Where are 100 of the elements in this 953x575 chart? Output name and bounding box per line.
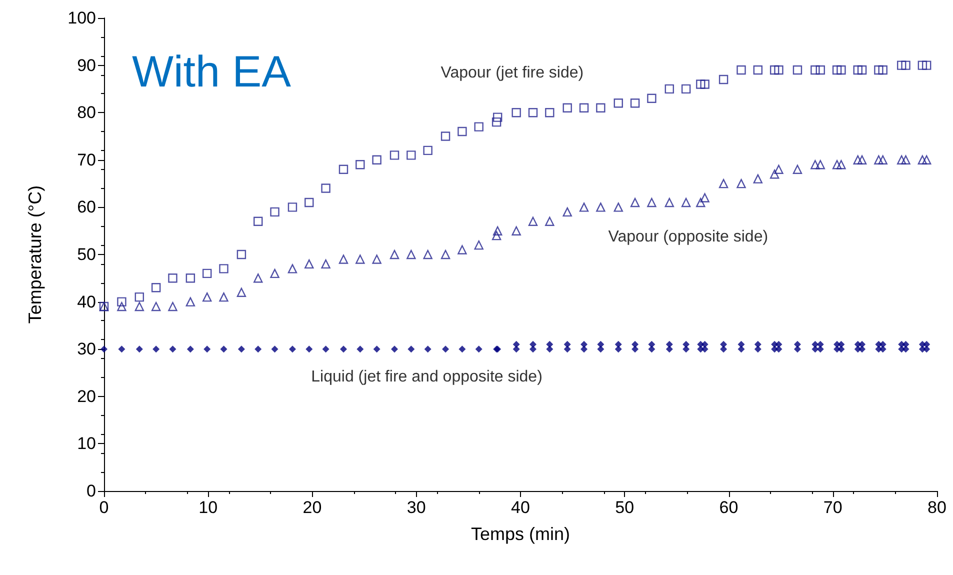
point xyxy=(792,164,802,174)
point xyxy=(186,274,196,283)
point xyxy=(792,65,802,75)
point xyxy=(168,274,178,283)
point xyxy=(901,60,910,70)
y-tick-label: 60 xyxy=(77,198,96,217)
point xyxy=(922,155,932,164)
x-tick-label: 60 xyxy=(719,498,738,517)
point xyxy=(836,65,846,75)
y-tick-label: 40 xyxy=(77,292,96,312)
point xyxy=(492,117,502,127)
x-axis-title: Temps (min) xyxy=(470,524,570,544)
y-axis-title: Temperature (°C) xyxy=(25,185,45,324)
point xyxy=(512,226,521,236)
point xyxy=(288,264,298,274)
point xyxy=(810,65,820,75)
series-label: Vapour (opposite side) xyxy=(608,228,768,246)
x-tick-label: 80 xyxy=(928,498,946,517)
point xyxy=(579,103,589,112)
point xyxy=(474,122,484,132)
point xyxy=(718,178,728,188)
point xyxy=(492,112,502,122)
point xyxy=(406,250,416,260)
point xyxy=(647,94,656,104)
point xyxy=(168,302,178,312)
x-tick-label: 20 xyxy=(302,498,322,517)
point xyxy=(630,198,640,208)
point xyxy=(406,150,416,160)
point xyxy=(614,98,623,108)
series-label: Liquid (jet fire and opposite side) xyxy=(311,368,542,386)
x-tick-label: 10 xyxy=(198,498,218,517)
point xyxy=(753,174,763,184)
point xyxy=(528,216,538,226)
point xyxy=(770,169,780,179)
point xyxy=(390,250,400,260)
y-tick-label: 30 xyxy=(77,340,96,359)
point xyxy=(270,268,280,278)
y-tick-label: 0 xyxy=(86,482,96,500)
point xyxy=(117,302,126,312)
point xyxy=(700,80,710,89)
point xyxy=(853,65,862,75)
point xyxy=(857,155,867,164)
y-tick-label: 50 xyxy=(77,245,96,264)
y-tick-label: 20 xyxy=(77,386,96,406)
point xyxy=(896,155,906,164)
point xyxy=(440,132,450,141)
point xyxy=(492,226,502,236)
point xyxy=(810,160,820,170)
point xyxy=(853,155,862,164)
point xyxy=(736,65,746,75)
point xyxy=(492,230,502,240)
x-tick-label: 30 xyxy=(406,498,426,517)
y-tick-label: 70 xyxy=(77,150,96,170)
point xyxy=(664,84,674,94)
point xyxy=(736,178,746,188)
point xyxy=(321,259,330,269)
point xyxy=(774,164,784,174)
point xyxy=(562,103,572,112)
point xyxy=(562,207,572,217)
point xyxy=(832,160,842,170)
point xyxy=(474,240,484,250)
point xyxy=(664,198,674,208)
point xyxy=(896,60,906,70)
point xyxy=(874,155,884,164)
point xyxy=(918,60,928,70)
x-tick-label: 40 xyxy=(511,498,530,517)
point xyxy=(219,264,228,274)
point xyxy=(372,254,382,264)
point xyxy=(254,274,263,283)
point xyxy=(614,202,623,212)
point xyxy=(304,259,314,269)
text: With EA xyxy=(132,48,292,96)
x-tick-label: 50 xyxy=(615,498,634,517)
point xyxy=(874,65,884,75)
point xyxy=(458,245,467,254)
point xyxy=(254,216,263,226)
point xyxy=(134,292,144,302)
point xyxy=(878,65,888,75)
point xyxy=(700,193,710,202)
point xyxy=(832,65,842,75)
point xyxy=(236,250,246,260)
point xyxy=(423,146,432,156)
point xyxy=(304,198,314,208)
point xyxy=(390,150,400,160)
point xyxy=(117,297,126,306)
point xyxy=(836,160,846,170)
point xyxy=(338,164,348,174)
point xyxy=(458,126,467,136)
point xyxy=(236,288,246,297)
point xyxy=(681,198,691,208)
point xyxy=(630,98,640,108)
point xyxy=(918,155,928,164)
point xyxy=(696,80,706,89)
point xyxy=(770,65,780,75)
point xyxy=(356,160,365,170)
point xyxy=(372,155,382,164)
point xyxy=(816,160,825,170)
point xyxy=(288,202,298,212)
point xyxy=(151,302,161,312)
point xyxy=(512,108,521,118)
